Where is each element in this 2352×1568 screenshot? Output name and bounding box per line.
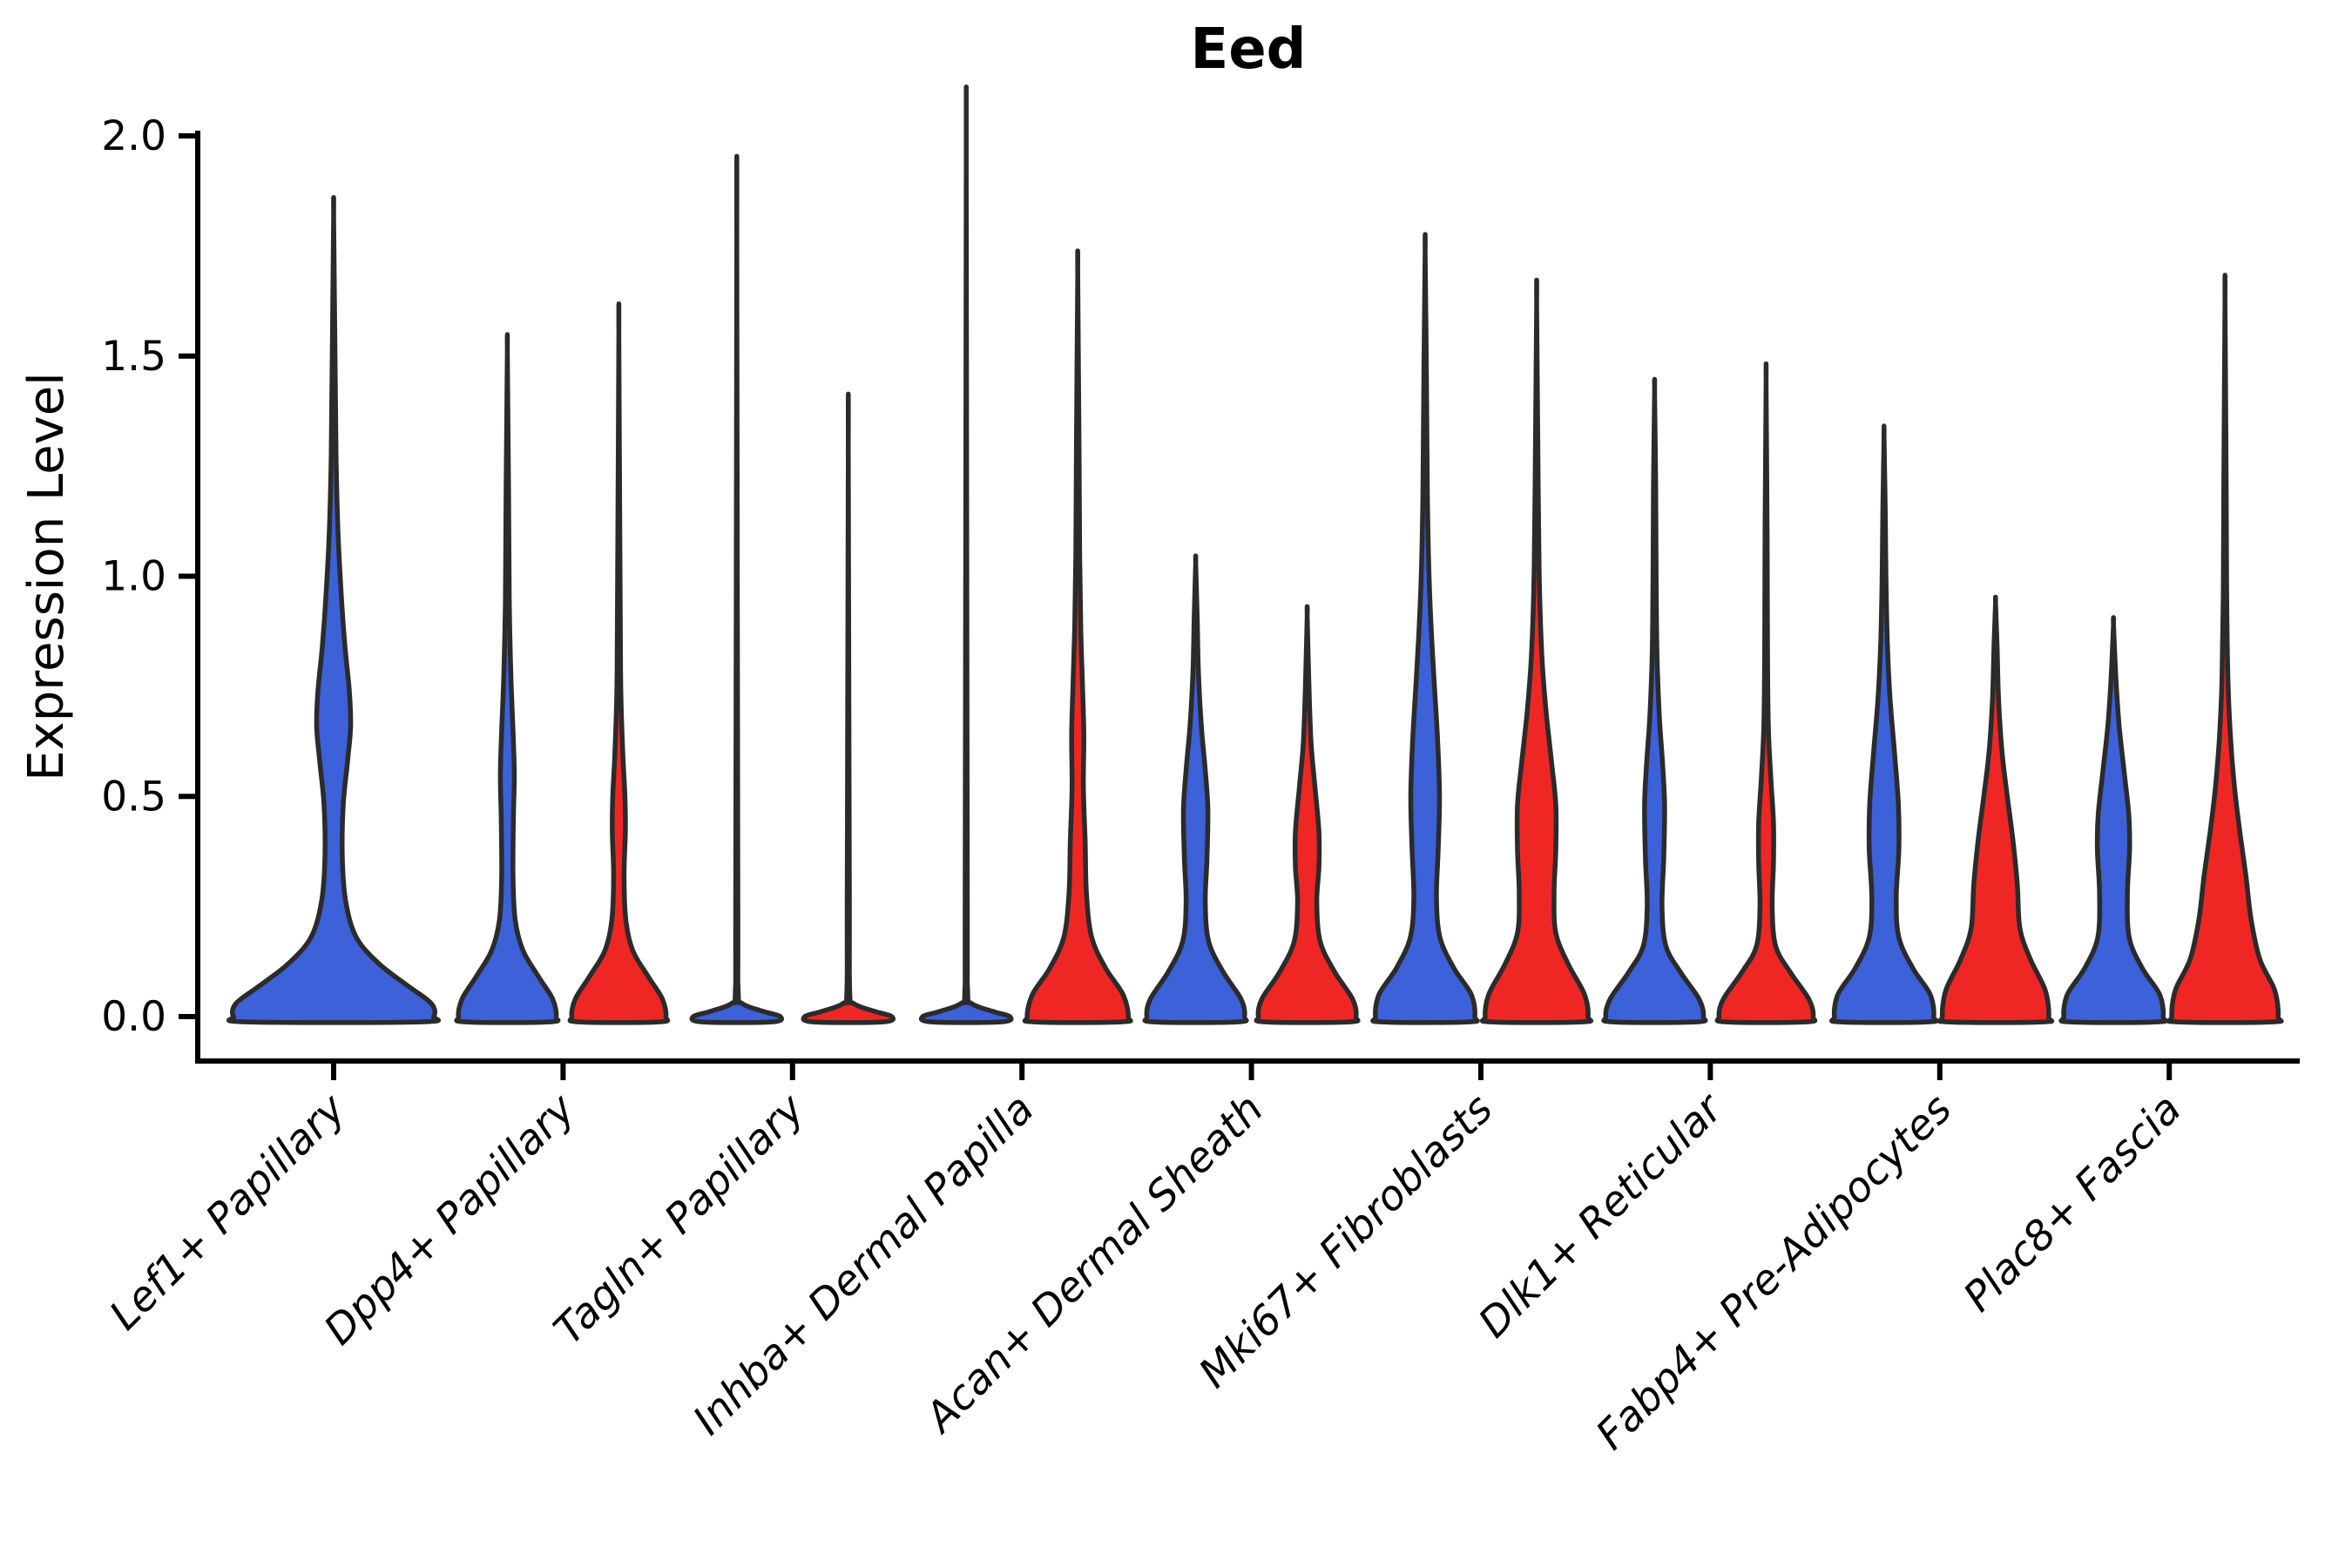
y-tick-label-1.0: 1.0 (101, 553, 166, 601)
violin-dpp4-papillary-blue (454, 332, 561, 1025)
violin-fabp4-pre-adipocytes-red (1936, 594, 2055, 1025)
x-tick-label-dpp4-papillary: Dpp4+ Papillary (315, 1085, 585, 1355)
violin-dlk1-reticular-blue (1601, 376, 1708, 1025)
violin-inhba-dermal-papilla-red (1022, 248, 1133, 1025)
violins-group (226, 84, 2284, 1025)
y-tick-label-1.5: 1.5 (101, 333, 166, 381)
x-tick-label-lef1-papillary: Lef1+ Papillary (100, 1085, 355, 1340)
x-tick-label-dlk1-reticular: Dlk1+ Reticular (1470, 1084, 1734, 1348)
x-tick-label-plac8-fascia: Plac8+ Fascia (1955, 1085, 2191, 1321)
violin-acan-dermal-sheath-blue (1142, 553, 1249, 1025)
violin-tagln-papillary-blue (689, 153, 784, 1025)
y-tick-label-0.0: 0.0 (101, 993, 166, 1041)
violin-mki67-fibroblasts-red (1480, 278, 1593, 1025)
violin-acan-dermal-sheath-red (1254, 604, 1361, 1025)
violin-plac8-fascia-blue (2058, 615, 2168, 1025)
violin-mki67-fibroblasts-blue (1370, 232, 1480, 1025)
violin-plac8-fascia-red (2166, 273, 2284, 1025)
violin-tagln-papillary-red (801, 391, 896, 1025)
violin-dlk1-reticular-red (1714, 361, 1818, 1025)
violin-fabp4-pre-adipocytes-blue (1829, 423, 1939, 1025)
x-tick-label-tagln-papillary: Tagln+ Papillary (545, 1085, 815, 1355)
violin-lef1-papillary-blue (226, 195, 441, 1025)
y-axis-label: Expression Level (18, 372, 75, 781)
violin-dpp4-papillary-red (567, 301, 671, 1025)
y-tick-label-0.5: 0.5 (101, 773, 166, 821)
violin-inhba-dermal-papilla-blue (919, 84, 1014, 1025)
y-tick-label-2.0: 2.0 (101, 112, 166, 160)
chart-title: Eed (1191, 17, 1307, 82)
